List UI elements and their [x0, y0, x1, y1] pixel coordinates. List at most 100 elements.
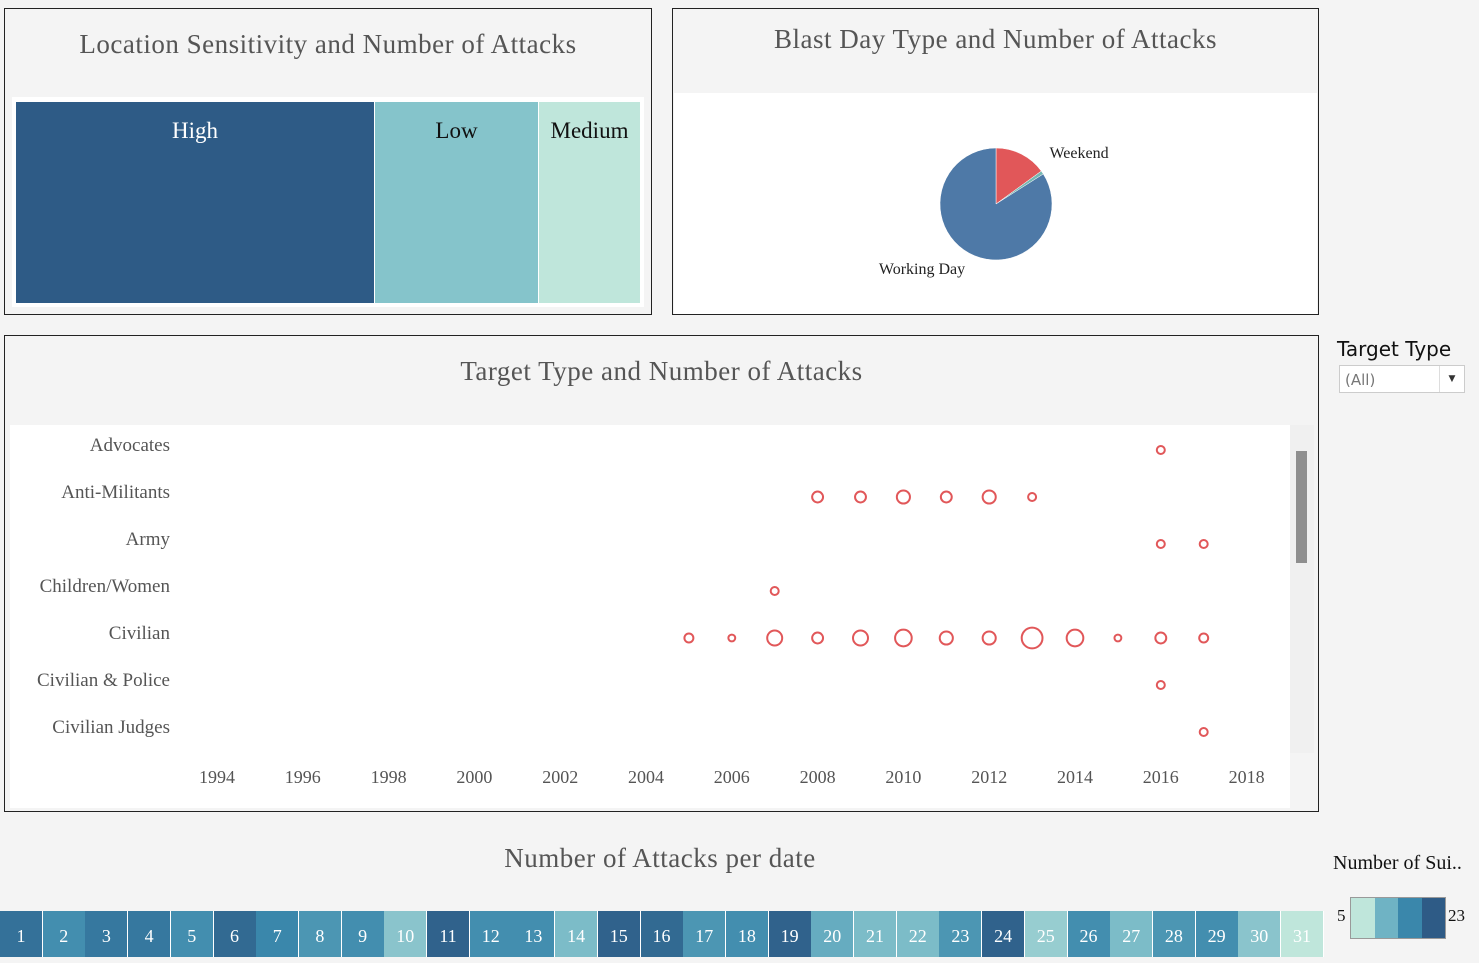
date-cell[interactable]: 30: [1238, 911, 1282, 957]
date-cell[interactable]: 10: [384, 911, 428, 957]
x-tick-label: 2018: [1228, 767, 1265, 787]
date-cell[interactable]: 13: [512, 911, 556, 957]
bubble-point[interactable]: [1155, 445, 1166, 455]
scatter-area: Advocates Anti-Militants Army Children/Wome…: [10, 425, 1290, 808]
legend-swatch-3: [1398, 898, 1422, 938]
location-panel-title: Location Sensitivity and Number of Attac…: [79, 29, 577, 59]
date-cell[interactable]: 11: [427, 911, 470, 957]
date-cell[interactable]: 18: [725, 911, 769, 957]
date-cell[interactable]: 26: [1067, 911, 1111, 957]
blast-panel-title: Blast Day Type and Number of Attacks: [773, 24, 1218, 54]
treemap-label: Medium: [550, 118, 629, 143]
bubble-point[interactable]: [1154, 631, 1168, 645]
y-label: Civilian Judges: [52, 717, 170, 738]
per-date-title: Number of Attacks per date: [504, 843, 816, 873]
date-cell[interactable]: 28: [1152, 911, 1196, 957]
bubble-point[interactable]: [1198, 539, 1209, 549]
pie-label-working-day: Working Day: [879, 261, 965, 278]
x-tick-label: 2008: [799, 767, 836, 787]
treemap: High Low Medium: [16, 102, 640, 303]
x-tick-label: 2016: [1142, 767, 1179, 787]
treemap-label: High: [172, 118, 218, 143]
bubble-point[interactable]: [1027, 492, 1038, 502]
date-cell[interactable]: 6: [213, 911, 257, 957]
bubble-point[interactable]: [981, 630, 997, 646]
x-tick-label: 1996: [284, 767, 321, 787]
date-cell[interactable]: 5: [170, 911, 214, 957]
date-cell[interactable]: 19: [768, 911, 812, 957]
date-cell[interactable]: 20: [811, 911, 855, 957]
color-legend-ramp: [1350, 897, 1446, 939]
bubble-point[interactable]: [938, 630, 954, 646]
treemap-cell-high[interactable]: High: [16, 102, 375, 303]
target-type-dropdown[interactable]: (All) ▼: [1339, 365, 1465, 393]
y-label: Civilian & Police: [37, 670, 170, 691]
y-axis-labels: Advocates Anti-Militants Army Children/Wome…: [10, 425, 170, 755]
bubble-point[interactable]: [1020, 626, 1044, 650]
date-cell[interactable]: 23: [939, 911, 983, 957]
bubble-point[interactable]: [683, 632, 695, 644]
bubble-point[interactable]: [852, 629, 869, 647]
date-cell[interactable]: 16: [640, 911, 684, 957]
color-legend-title: Number of Sui..: [1333, 852, 1462, 874]
bubble-point[interactable]: [1065, 628, 1085, 648]
treemap-cell-medium[interactable]: Medium: [539, 102, 640, 303]
date-cell[interactable]: 8: [298, 911, 342, 957]
pie-slice-weekend[interactable]: [995, 147, 1042, 205]
date-cell[interactable]: 1: [0, 911, 43, 957]
date-cell[interactable]: 27: [1110, 911, 1154, 957]
x-tick-label: 2010: [885, 767, 922, 787]
bubble-point[interactable]: [1113, 633, 1123, 643]
bubble-point[interactable]: [811, 631, 825, 645]
x-tick-label: 2014: [1057, 767, 1093, 787]
bubble-point[interactable]: [981, 489, 997, 505]
date-cell[interactable]: 12: [469, 911, 513, 957]
date-cell[interactable]: 3: [85, 911, 129, 957]
date-cell[interactable]: 14: [555, 911, 599, 957]
bubble-point[interactable]: [895, 489, 911, 505]
bubble-point[interactable]: [769, 586, 780, 596]
x-tick-label: 1994: [199, 767, 235, 787]
chevron-down-icon[interactable]: ▼: [1439, 366, 1464, 392]
bubble-point[interactable]: [1155, 680, 1166, 690]
target-type-panel: Target Type and Number of Attacks Advoca…: [4, 335, 1319, 812]
bubble-point[interactable]: [727, 633, 737, 643]
bubble-point[interactable]: [854, 490, 867, 504]
legend-swatch-1: [1351, 898, 1375, 938]
bubble-point[interactable]: [939, 490, 953, 504]
scrollbar-thumb[interactable]: [1296, 451, 1307, 563]
date-cell[interactable]: 4: [128, 911, 172, 957]
date-cell[interactable]: 15: [597, 911, 641, 957]
location-sensitivity-panel: Location Sensitivity and Number of Attac…: [4, 8, 652, 315]
bubble-point[interactable]: [1155, 539, 1166, 549]
date-cell[interactable]: 29: [1195, 911, 1239, 957]
bubble-point[interactable]: [1198, 632, 1210, 644]
pie-slice-working-day[interactable]: [939, 147, 1053, 261]
pie-area: Working Day Weekend: [674, 93, 1317, 314]
legend-min: 5: [1337, 906, 1346, 925]
date-cell[interactable]: 24: [982, 911, 1026, 957]
date-cell[interactable]: 17: [683, 911, 727, 957]
treemap-cell-low[interactable]: Low: [375, 102, 539, 303]
date-cell[interactable]: 21: [854, 911, 897, 957]
x-tick-label: 2006: [713, 767, 750, 787]
x-tick-label: 2000: [456, 767, 493, 787]
date-cell[interactable]: 9: [341, 911, 385, 957]
treemap-area: High Low Medium: [12, 97, 644, 307]
bubble-point[interactable]: [811, 490, 825, 504]
bubble-point[interactable]: [1198, 727, 1209, 737]
date-cell[interactable]: 2: [42, 911, 86, 957]
y-label: Children/Women: [39, 576, 170, 597]
target-type-filter-label: Target Type: [1337, 337, 1452, 361]
bubble-point[interactable]: [894, 628, 913, 648]
date-cell[interactable]: 31: [1281, 911, 1324, 957]
target-panel-title: Target Type and Number of Attacks: [460, 356, 863, 386]
date-cell[interactable]: 25: [1024, 911, 1068, 957]
bubble-point[interactable]: [766, 629, 784, 647]
date-cell[interactable]: 22: [896, 911, 940, 957]
treemap-label: Low: [435, 118, 478, 143]
date-cell[interactable]: 7: [256, 911, 300, 957]
pie-label-weekend: Weekend: [1049, 145, 1108, 162]
scrollbar-track[interactable]: [1290, 425, 1314, 753]
legend-swatch-2: [1374, 898, 1398, 938]
